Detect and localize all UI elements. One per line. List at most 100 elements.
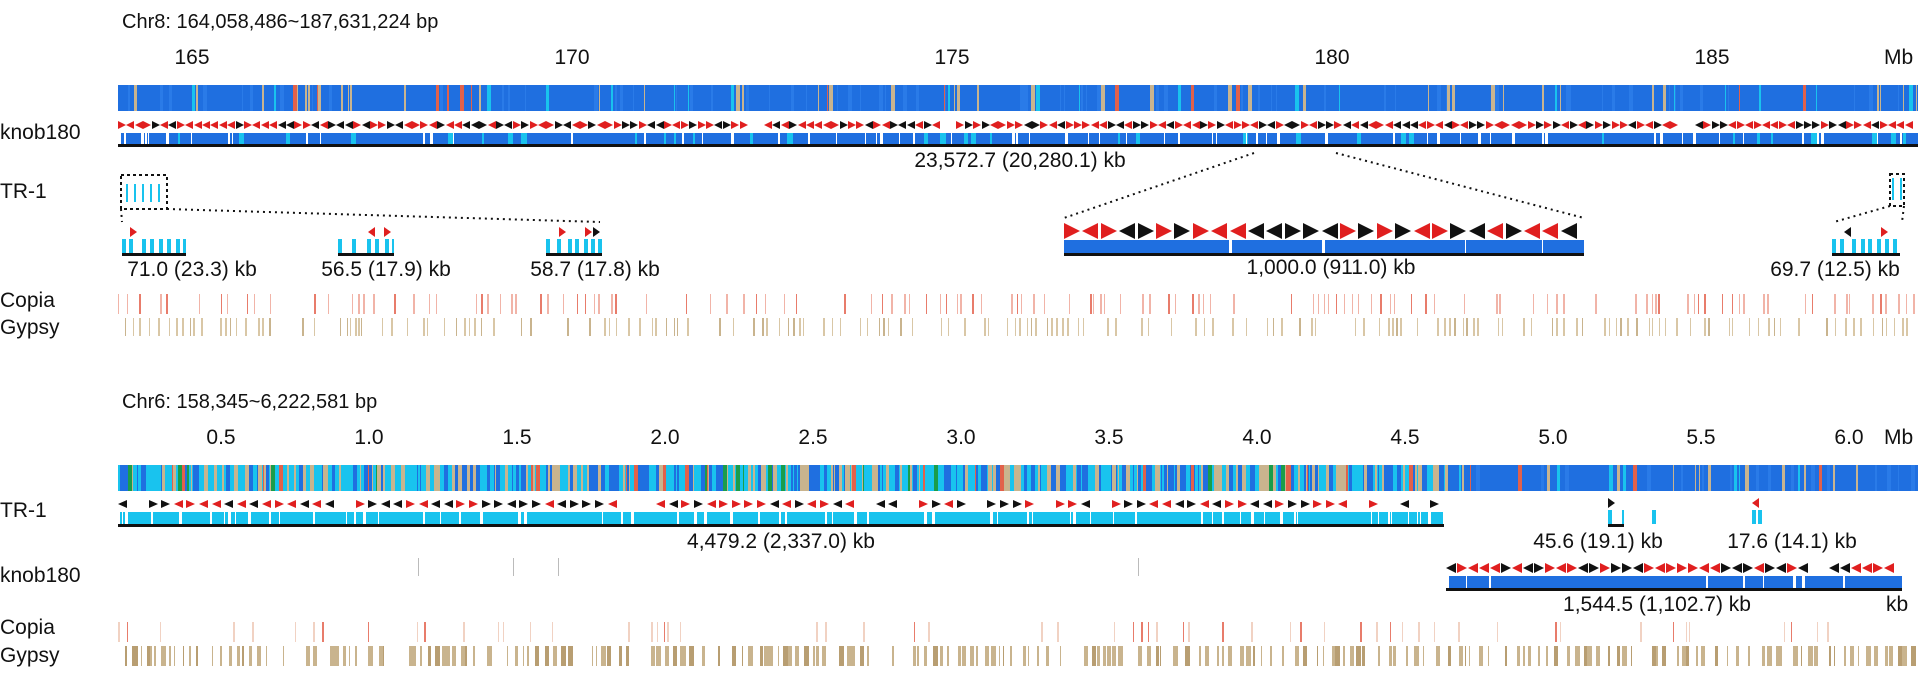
te-density-bin [1626, 646, 1627, 666]
te-density-bin [639, 318, 641, 336]
repeat-arrow [622, 121, 630, 129]
te-density-bin [1502, 318, 1503, 336]
te-density-bin [530, 622, 531, 642]
chr8-zoom-connector-right [1335, 152, 1585, 219]
repeat-arrow [1107, 121, 1116, 129]
te-density-bin [1858, 646, 1859, 666]
te-density-bin [1148, 622, 1149, 642]
te-density-bin [685, 646, 686, 666]
heatmap-bin [1433, 465, 1437, 491]
heatmap-bin [546, 85, 549, 111]
array-gap [854, 512, 857, 524]
te-density-bin [1698, 294, 1699, 314]
heatmap-bin [324, 465, 328, 491]
tr1-segment [575, 239, 579, 253]
repeat-arrow [1611, 121, 1620, 129]
tr1-segment [150, 184, 152, 202]
te-density-bin [1411, 294, 1412, 314]
repeat-arrow [839, 121, 848, 129]
te-density-bin [1845, 318, 1847, 336]
repeat-arrow [161, 499, 171, 508]
heatmap-bin [1047, 465, 1051, 491]
heatmap-bin [1612, 85, 1615, 111]
heatmap-bin [1397, 465, 1398, 491]
te-density-bin [1057, 622, 1059, 642]
heatmap-bin [257, 465, 258, 491]
repeat-arrow [1216, 121, 1225, 129]
chr6-heatmap-track [118, 465, 1918, 491]
heatmap-bin [678, 465, 679, 491]
te-density-bin [1479, 646, 1483, 666]
te-density-bin [427, 318, 428, 336]
repeat-arrow [831, 121, 840, 129]
heatmap-bin [1370, 465, 1373, 491]
te-density-bin [1303, 646, 1307, 666]
heatmap-bin [1319, 465, 1322, 491]
te-density-bin [607, 646, 611, 666]
repeat-arrow [134, 121, 143, 129]
array-segment [787, 133, 793, 144]
heatmap-bin [332, 465, 335, 491]
heatmap-bin [1206, 465, 1208, 491]
heatmap-bin [1428, 85, 1429, 111]
te-density-bin [1882, 318, 1883, 336]
heatmap-bin [829, 85, 833, 111]
repeat-arrow [1736, 121, 1745, 129]
te-density-bin [552, 622, 553, 642]
te-density-bin [767, 646, 771, 666]
te-density-bin [1812, 294, 1813, 314]
te-density-bin [1168, 294, 1170, 314]
te-density-bin [917, 646, 919, 666]
te-density-bin [1805, 294, 1806, 314]
repeat-arrow [822, 121, 831, 129]
te-density-bin [236, 318, 237, 336]
heatmap-bin [674, 465, 676, 491]
heatmap-bin [214, 465, 217, 491]
te-density-bin [1031, 318, 1032, 336]
repeat-arrow [1753, 121, 1762, 129]
te-density-bin [680, 622, 681, 642]
repeat-arrow [1309, 121, 1318, 129]
te-density-bin [540, 294, 542, 314]
te-density-bin [1007, 318, 1008, 336]
array-gap [423, 512, 425, 524]
tr1-segment [158, 184, 160, 202]
array-gap [1817, 133, 1819, 144]
te-density-bin [169, 646, 171, 666]
array-gap [865, 133, 866, 144]
te-density-bin [1767, 646, 1772, 666]
repeat-arrow [845, 499, 855, 508]
array-gap [924, 512, 927, 524]
te-density-bin [984, 318, 986, 336]
heatmap-bin [645, 465, 646, 491]
heatmap-bin [299, 465, 303, 491]
heatmap-bin [1384, 465, 1387, 491]
tr1-segment [122, 239, 126, 253]
heatmap-bin [919, 465, 920, 491]
te-density-bin [1885, 294, 1887, 314]
repeat-arrow [353, 121, 362, 129]
te-density-bin [133, 318, 134, 336]
heatmap-bin [1336, 465, 1340, 491]
heatmap-bin [1264, 465, 1265, 491]
te-density-bin [823, 318, 825, 336]
te-density-bin [764, 646, 768, 666]
te-density-bin [1620, 318, 1622, 336]
heatmap-bin [820, 465, 824, 491]
heatmap-bin [1409, 465, 1413, 491]
te-density-bin [1523, 318, 1525, 336]
te-density-bin [596, 646, 597, 666]
te-density-bin [710, 294, 711, 314]
heatmap-bin [212, 465, 214, 491]
chr8-zoom-arrows [1064, 222, 1584, 240]
te-density-bin [1376, 622, 1378, 642]
heatmap-bin [260, 465, 262, 491]
array-gap [1113, 512, 1114, 524]
te-density-bin [498, 622, 499, 642]
te-density-bin [686, 294, 687, 314]
array-gap [1277, 133, 1280, 144]
heatmap-bin [1190, 465, 1191, 491]
heatmap-bin [1398, 465, 1401, 491]
repeat-arrow [1721, 563, 1731, 573]
heatmap-bin [467, 465, 470, 491]
